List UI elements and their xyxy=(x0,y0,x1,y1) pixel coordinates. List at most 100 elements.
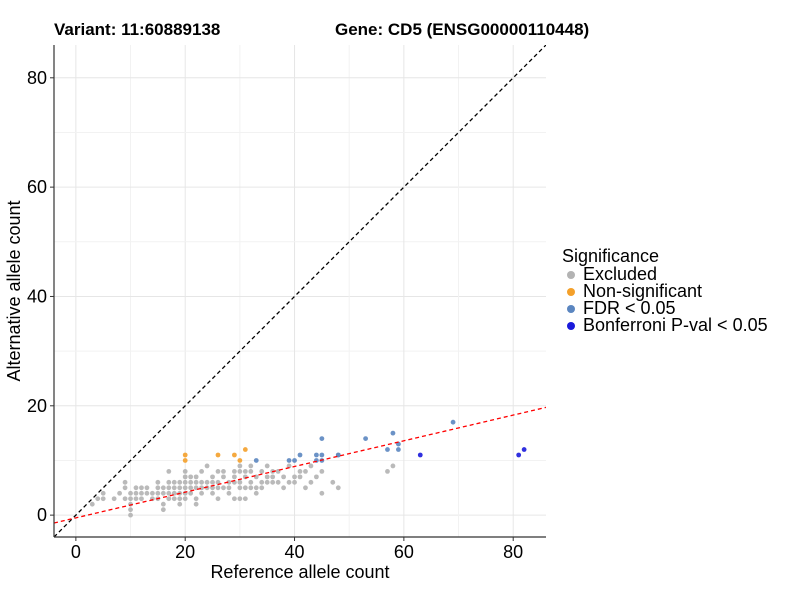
legend-title: Significance xyxy=(562,246,660,266)
data-point xyxy=(139,490,144,496)
data-point xyxy=(221,469,226,474)
data-point xyxy=(521,447,527,452)
data-point xyxy=(95,496,101,502)
data-point xyxy=(237,496,243,502)
data-point xyxy=(226,485,232,491)
data-point xyxy=(204,479,210,485)
data-point xyxy=(248,479,254,485)
data-point xyxy=(242,496,248,502)
data-point xyxy=(171,485,177,491)
data-point xyxy=(193,474,199,480)
data-point xyxy=(319,490,325,496)
data-point xyxy=(237,469,243,474)
data-point xyxy=(182,474,188,480)
data-point xyxy=(117,490,122,496)
x-tick-label: 80 xyxy=(503,542,523,562)
data-point xyxy=(166,469,172,474)
data-point xyxy=(111,496,117,502)
data-point xyxy=(264,463,270,469)
data-point xyxy=(215,452,221,458)
data-point xyxy=(303,485,308,491)
y-axis-label: Alternative allele count xyxy=(4,200,24,381)
x-tick-label: 20 xyxy=(175,542,195,562)
data-point xyxy=(199,479,205,485)
data-point xyxy=(166,490,172,496)
data-point xyxy=(210,490,215,496)
data-point xyxy=(128,507,133,513)
data-point xyxy=(232,474,237,480)
data-point xyxy=(308,463,314,469)
data-point xyxy=(248,485,254,491)
data-point xyxy=(139,485,144,491)
data-point xyxy=(193,479,199,485)
y-tick-label: 40 xyxy=(27,286,47,306)
data-point xyxy=(171,479,177,485)
data-point xyxy=(100,496,106,502)
fit-line xyxy=(54,406,546,524)
legend-label: Bonferroni P-val < 0.05 xyxy=(583,315,768,335)
data-point xyxy=(221,474,226,480)
data-point xyxy=(242,485,248,491)
data-point xyxy=(516,452,522,458)
data-point xyxy=(297,452,303,458)
data-point xyxy=(204,463,210,469)
data-point xyxy=(188,485,194,491)
data-point xyxy=(314,452,319,458)
data-point xyxy=(286,479,292,485)
data-point xyxy=(133,485,139,491)
data-point xyxy=(150,490,155,496)
data-point xyxy=(128,512,133,518)
data-point xyxy=(215,469,221,474)
data-point xyxy=(182,479,188,485)
data-point xyxy=(177,496,183,502)
data-point xyxy=(237,463,243,469)
y-tick-label: 60 xyxy=(27,177,47,197)
data-point xyxy=(177,485,183,491)
data-point xyxy=(232,469,237,474)
data-point xyxy=(248,469,254,474)
data-point xyxy=(259,479,265,485)
x-tick-label: 0 xyxy=(71,542,81,562)
data-point xyxy=(182,452,188,458)
data-point xyxy=(144,490,150,496)
data-point xyxy=(122,479,128,485)
legend-label: Non-significant xyxy=(583,281,703,301)
data-point xyxy=(160,501,166,507)
x-tick-label: 60 xyxy=(394,542,414,562)
data-point xyxy=(182,485,188,491)
data-point xyxy=(188,474,194,480)
data-point xyxy=(319,469,325,474)
y-tick-label: 0 xyxy=(37,505,47,525)
data-point xyxy=(193,501,199,507)
data-point xyxy=(314,474,319,480)
variant-title: Variant: 11:60889138 xyxy=(54,20,221,39)
data-point xyxy=(253,458,259,463)
data-point xyxy=(330,479,336,485)
data-point xyxy=(297,474,303,480)
data-point xyxy=(292,474,297,480)
data-point xyxy=(242,447,248,452)
data-point xyxy=(270,479,276,485)
data-point xyxy=(122,496,128,502)
data-point xyxy=(144,485,150,491)
data-point xyxy=(182,469,188,474)
data-point xyxy=(417,452,423,458)
data-point xyxy=(204,485,210,491)
data-point xyxy=(139,496,144,502)
y-tick-label: 80 xyxy=(27,68,47,88)
data-point xyxy=(286,458,292,463)
data-point xyxy=(155,485,161,491)
data-point xyxy=(390,463,396,469)
data-point xyxy=(237,458,243,463)
legend-item: Non-significant xyxy=(562,281,768,301)
data-point xyxy=(155,490,161,496)
data-point xyxy=(232,496,237,502)
identity-line xyxy=(54,45,546,537)
data-point xyxy=(237,485,243,491)
data-point xyxy=(166,479,172,485)
data-point xyxy=(292,479,297,485)
x-tick-label: 40 xyxy=(285,542,305,562)
data-point xyxy=(199,490,205,496)
data-point xyxy=(182,496,188,502)
data-point xyxy=(270,474,276,480)
